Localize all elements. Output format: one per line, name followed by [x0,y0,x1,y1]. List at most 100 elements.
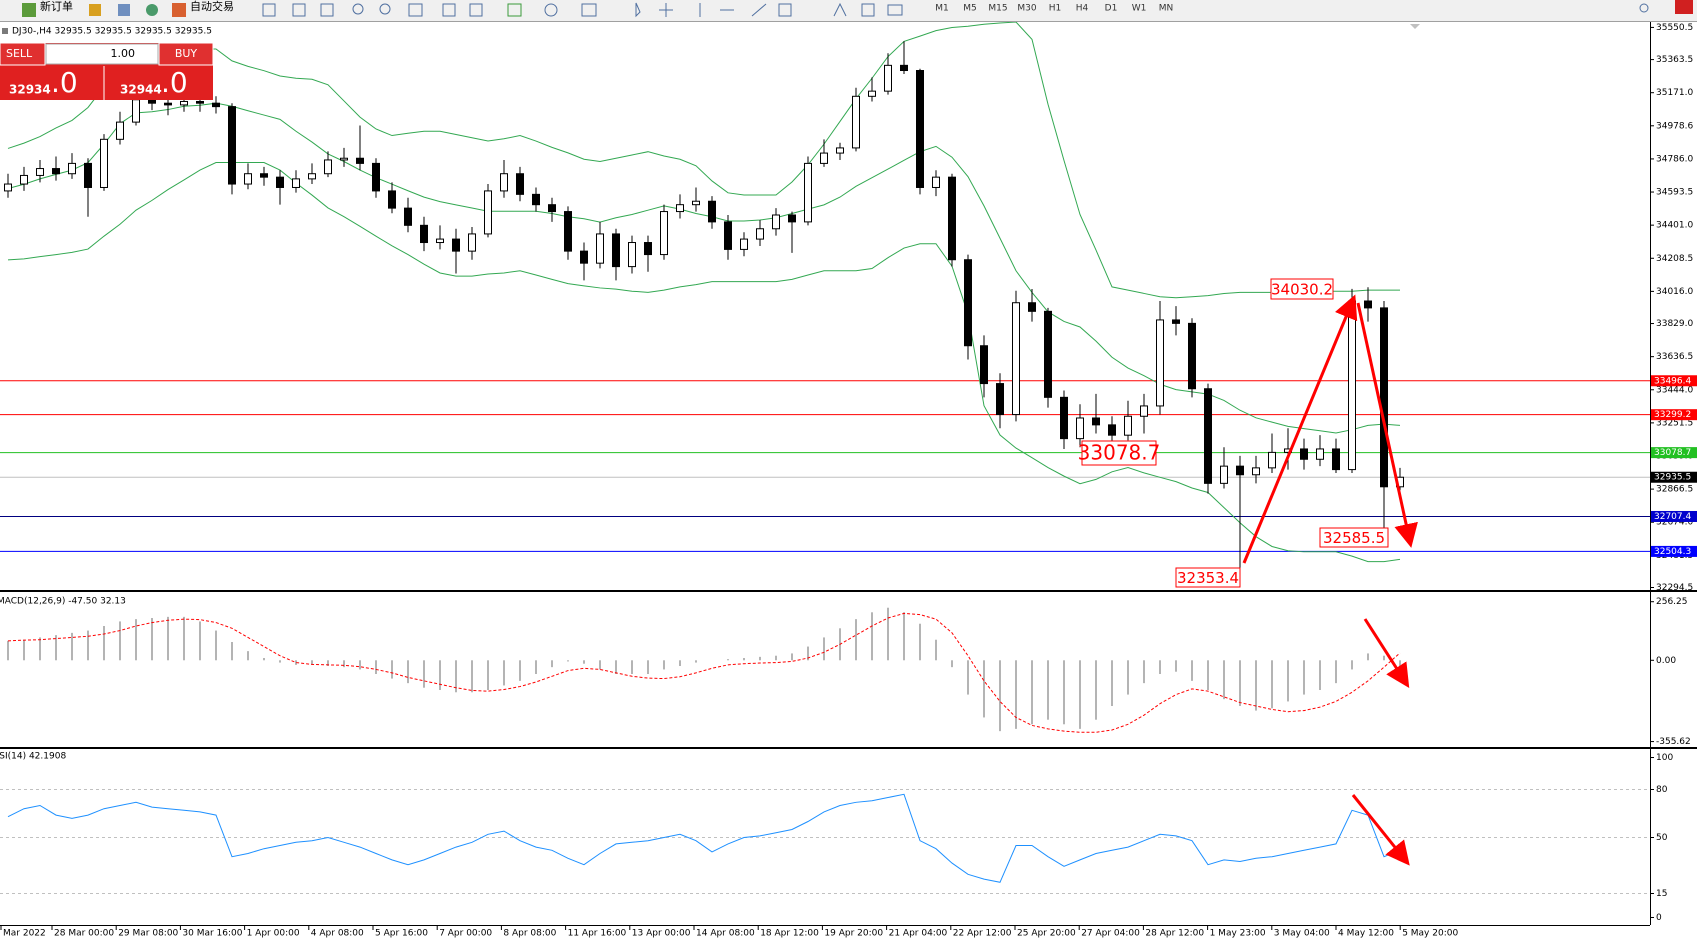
candle-body [1044,310,1052,398]
candle-body [564,211,572,252]
y-tick-label: 32866.5 [1656,485,1693,495]
price-level-tag [1651,545,1697,557]
candle-body [1108,424,1116,436]
candle-body [388,190,396,209]
candle-body [1252,467,1260,476]
toolbar-icon[interactable] [89,4,101,16]
candle-body [484,190,492,235]
y-tick-label: -355.62 [1656,737,1691,747]
candle-body [1220,465,1228,484]
timeframe-button[interactable]: M5 [963,4,977,14]
candle-body [1268,451,1276,469]
price-level-tag [1651,510,1697,522]
bid-fraction[interactable]: .0 [51,66,78,99]
y-tick-label: 33251.5 [1656,418,1693,428]
y-tick-label: 32294.5 [1656,583,1693,593]
bollinger-band [7,102,1401,434]
sell-button[interactable] [0,42,46,66]
x-tick-label: 11 Apr 16:00 [568,929,627,939]
candle-body [708,200,716,223]
candle-body [1172,319,1180,324]
y-tick-label: 34208.5 [1656,254,1693,264]
x-tick-label: 21 Apr 04:00 [889,929,948,939]
candle-body [788,214,796,223]
candlestick-panel: 35550.5 35363.5 35171.0 34978.6 34786.0 34593… [0,22,1697,939]
candle-body [452,238,460,252]
close-button[interactable] [1675,0,1693,14]
timeframe-button[interactable]: H4 [1076,4,1089,14]
chart-title: DJ30-,H4 32935.5 32935.5 32935.5 32935.5 [12,27,212,37]
candle-body [36,168,44,176]
candle-body [308,173,316,180]
candle-body [804,162,812,223]
timeframe-button[interactable]: MN [1159,4,1174,14]
y-tick-label: 100 [1656,753,1673,763]
candle-body [660,211,668,256]
candle-body [180,100,188,106]
timeframe-button[interactable]: W1 [1132,4,1147,14]
annotation: 32353.4 [1177,569,1239,587]
timeframe-button[interactable]: D1 [1105,4,1118,14]
toolbar-icons[interactable] [262,2,1649,18]
timeframe-button[interactable]: H1 [1049,4,1062,14]
candle-body [724,221,732,250]
y-tick-label: 34978.6 [1656,121,1693,131]
candle-body [4,183,12,192]
candle-body [1364,300,1372,309]
arrow [1363,618,1410,689]
price-level-tag [1651,375,1697,387]
x-tick-label: 1 May 23:00 [1210,929,1266,939]
candle-body [1012,302,1020,416]
ask-fraction[interactable]: .0 [161,66,188,99]
x-tick-label: 28 Apr 12:00 [1145,929,1204,939]
plot-area [0,789,1650,894]
candle-body [356,157,364,164]
candle-body [868,90,876,97]
candle-body [1124,415,1132,436]
toolbar-icon[interactable] [146,4,158,16]
candle-body [996,383,1004,416]
annotation-box [1175,567,1241,588]
candle-body [68,162,76,175]
annotation-box [1319,527,1389,548]
candle-body [468,233,476,252]
x-tick-label: 22 Apr 12:00 [953,929,1012,939]
y-tick-label: 34016.0 [1656,287,1693,297]
sell-label[interactable]: SELL [6,47,33,60]
arrow [1356,302,1418,548]
timeframe-button[interactable]: M30 [1017,4,1036,14]
timeframe-button[interactable]: M15 [988,4,1007,14]
lot-value[interactable]: 1.00 [111,47,136,60]
lot-field[interactable] [45,43,159,65]
y-tick-label: 256.25 [1656,597,1688,607]
candle-body [436,238,444,244]
candle-body [532,193,540,206]
new-order-button[interactable]: 新订单 [40,0,73,13]
y-tick-label: 34593.5 [1656,188,1693,198]
x-tick-label: 30 Mar 16:00 [182,929,242,939]
candle-body [772,214,780,230]
buy-label[interactable]: BUY [175,47,198,60]
y-tick-label: 34401.0 [1656,221,1693,231]
candle-body [740,238,748,250]
candle-body [244,173,252,185]
auto-trading-button[interactable]: 自动交易 [190,0,234,13]
panel-title: RSI(14) 42.1908 [0,752,66,762]
toolbar-icon[interactable] [118,4,130,16]
candle-body [884,64,892,92]
candle-body [100,138,108,188]
timeframe-button[interactable]: M1 [935,4,949,14]
bid-price[interactable]: 32934 [9,83,51,97]
candle-body [548,204,556,213]
ask-price[interactable]: 32944 [120,83,162,97]
auto-trading-icon[interactable] [172,3,186,17]
rsi-line [7,793,1401,883]
buy-button[interactable] [158,42,214,66]
x-tick-label: 5 May 20:00 [1402,929,1458,939]
x-tick-label: 25 Apr 20:00 [1017,929,1076,939]
arrow [1242,294,1358,564]
y-tick-label: 33829.0 [1656,319,1693,329]
candle-body [132,99,140,123]
trend-arrows [1242,294,1418,866]
new-order-icon[interactable] [22,3,36,17]
